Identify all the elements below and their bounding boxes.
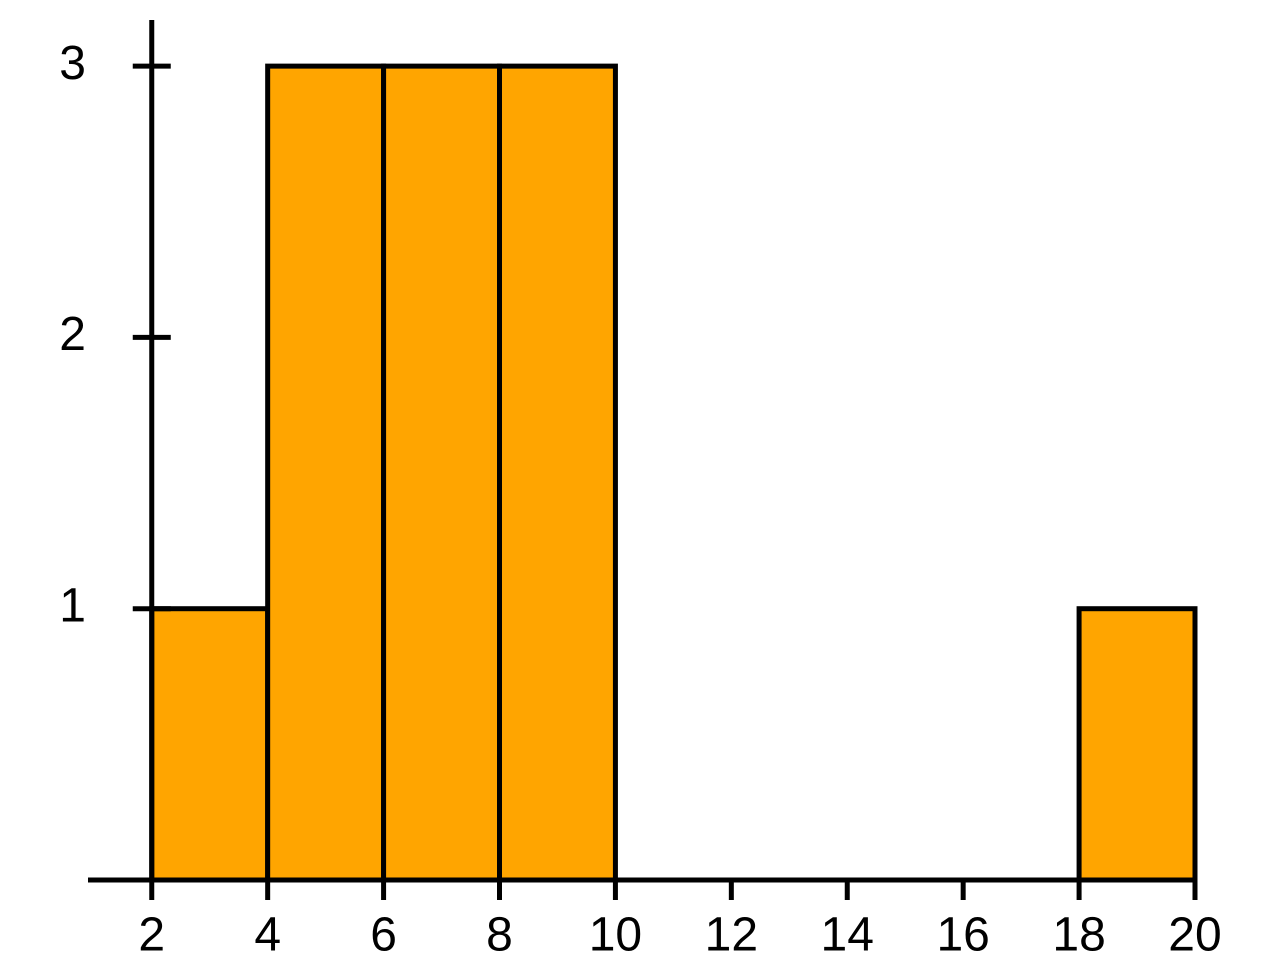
x-tick-label: 18 — [1052, 909, 1105, 962]
bar — [381, 63, 503, 883]
x-tick-label: 12 — [705, 909, 758, 962]
y-tick-label: 2 — [59, 308, 86, 361]
x-tick-label: 16 — [936, 909, 989, 962]
x-tick-label: 6 — [370, 909, 397, 962]
bar — [265, 63, 387, 883]
x-tick-label: 14 — [821, 909, 874, 962]
x-tick-label: 2 — [138, 909, 165, 962]
x-tick-label: 20 — [1168, 909, 1221, 962]
bar — [1076, 606, 1198, 883]
x-tick-label: 8 — [486, 909, 513, 962]
bar — [149, 606, 271, 883]
y-tick-label: 1 — [59, 579, 86, 632]
bar — [497, 63, 618, 883]
x-tick-label: 4 — [254, 909, 281, 962]
x-tick-label: 10 — [589, 909, 642, 962]
y-tick-label: 3 — [59, 37, 86, 90]
